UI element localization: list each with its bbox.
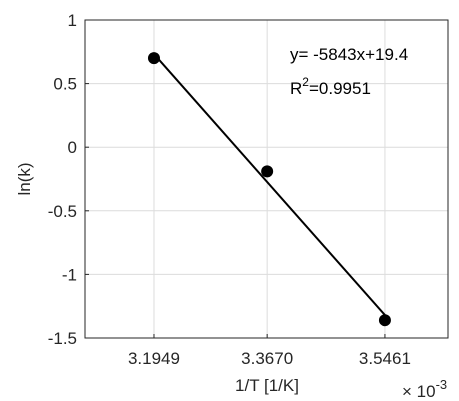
x-exponent-prefix: × 10 — [402, 382, 436, 401]
y-tick-label: -0.5 — [48, 202, 77, 221]
r2-power: 2 — [302, 75, 309, 89]
equation-annotation: y= -5843x+19.4 — [290, 45, 408, 64]
fit-line — [153, 53, 386, 316]
fit-line-group — [153, 53, 386, 316]
y-axis-label: ln(k) — [15, 162, 34, 195]
plot-area-frame — [84, 19, 449, 339]
x-tick-label: 3.3670 — [241, 349, 293, 368]
r2-annotation: R2=0.9951 — [290, 75, 371, 98]
grid — [85, 19, 448, 339]
x-exponent: × 10-3 — [402, 377, 447, 401]
r2-value: =0.9951 — [309, 79, 371, 98]
x-tick-label: 3.1949 — [128, 349, 180, 368]
y-tick-label: 1 — [68, 11, 77, 30]
data-point — [378, 314, 391, 327]
x-ticks: 3.1949 3.3670 3.5461 — [128, 334, 411, 368]
y-ticks: 1 0.5 0 -0.5 -1 -1.5 — [48, 11, 89, 348]
y-tick-label: -1.5 — [48, 329, 77, 348]
x-exponent-power: -3 — [436, 377, 448, 392]
x-tick-label: 3.5461 — [359, 349, 411, 368]
data-points — [147, 52, 391, 327]
y-tick-label: 0.5 — [53, 75, 77, 94]
r2-prefix: R — [290, 79, 302, 98]
y-tick-label: 0 — [68, 138, 77, 157]
x-axis-label: 1/T [1/K] — [235, 376, 299, 395]
data-point — [147, 52, 160, 65]
y-tick-label: -1 — [62, 265, 77, 284]
data-point — [261, 165, 274, 178]
